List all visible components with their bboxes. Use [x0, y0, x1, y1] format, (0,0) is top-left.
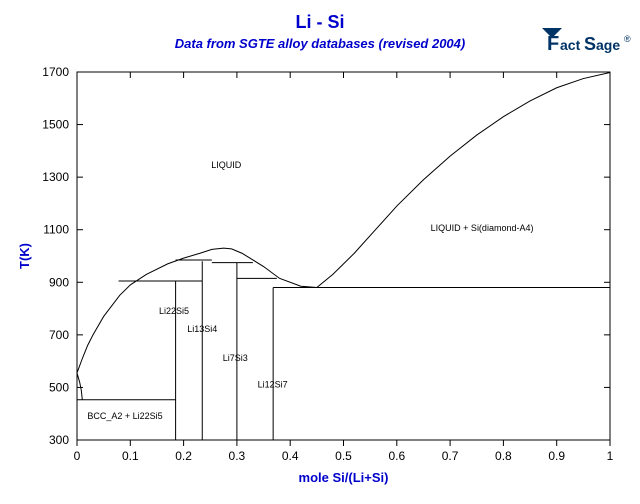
phase-label: Li13Si4 [187, 324, 217, 334]
x-tick-label: 0.6 [388, 449, 405, 463]
svg-text:®: ® [624, 34, 631, 44]
phase-diagram-root: Li - Si Data from SGTE alloy databases (… [0, 0, 640, 504]
y-tick-label: 500 [49, 380, 69, 394]
phase-label: BCC_A2 + Li22Si5 [87, 411, 162, 421]
title-main: Li - Si [296, 12, 345, 32]
y-tick-label: 1700 [42, 65, 69, 79]
x-tick-label: 0.1 [122, 449, 139, 463]
logo-factsage: F act S age ® [542, 28, 631, 55]
phase-label: LIQUID + Si(diamond-A4) [431, 223, 534, 233]
y-tick-label: 1300 [42, 170, 69, 184]
y-axis-label: T(K) [17, 243, 32, 269]
y-tick-label: 1100 [43, 223, 69, 237]
y-tick-label: 1500 [42, 118, 69, 132]
svg-text:F: F [547, 33, 559, 55]
x-tick-label: 0.5 [335, 449, 352, 463]
bcc-boundary [77, 373, 82, 400]
x-tick-label: 0.4 [282, 449, 299, 463]
phase-label: Li12Si7 [258, 379, 288, 389]
phase-label: Li7Si3 [223, 353, 248, 363]
x-tick-label: 1 [607, 449, 614, 463]
plot-area: 00.10.20.30.40.50.60.70.80.9130050070090… [42, 65, 613, 463]
x-tick-label: 0 [74, 449, 81, 463]
phase-label: Li22Si5 [159, 306, 189, 316]
x-tick-label: 0.2 [175, 449, 192, 463]
y-tick-label: 300 [49, 433, 69, 447]
x-tick-label: 0.3 [229, 449, 246, 463]
x-tick-label: 0.7 [442, 449, 459, 463]
svg-text:S: S [584, 34, 596, 54]
x-tick-label: 0.9 [548, 449, 565, 463]
phase-curves [77, 73, 610, 440]
phase-labels: LIQUID LIQUID + Si(diamond-A4) Li22Si5 Li13… [87, 160, 533, 421]
svg-text:act: act [560, 37, 581, 53]
y-tick-label: 900 [49, 275, 69, 289]
title-sub: Data from SGTE alloy databases (revised … [175, 36, 465, 51]
svg-text:age: age [596, 37, 620, 53]
y-tick-label: 700 [49, 328, 69, 342]
phase-label: LIQUID [211, 160, 242, 170]
x-axis-label: mole Si/(Li+Si) [299, 470, 389, 485]
x-tick-label: 0.8 [495, 449, 512, 463]
